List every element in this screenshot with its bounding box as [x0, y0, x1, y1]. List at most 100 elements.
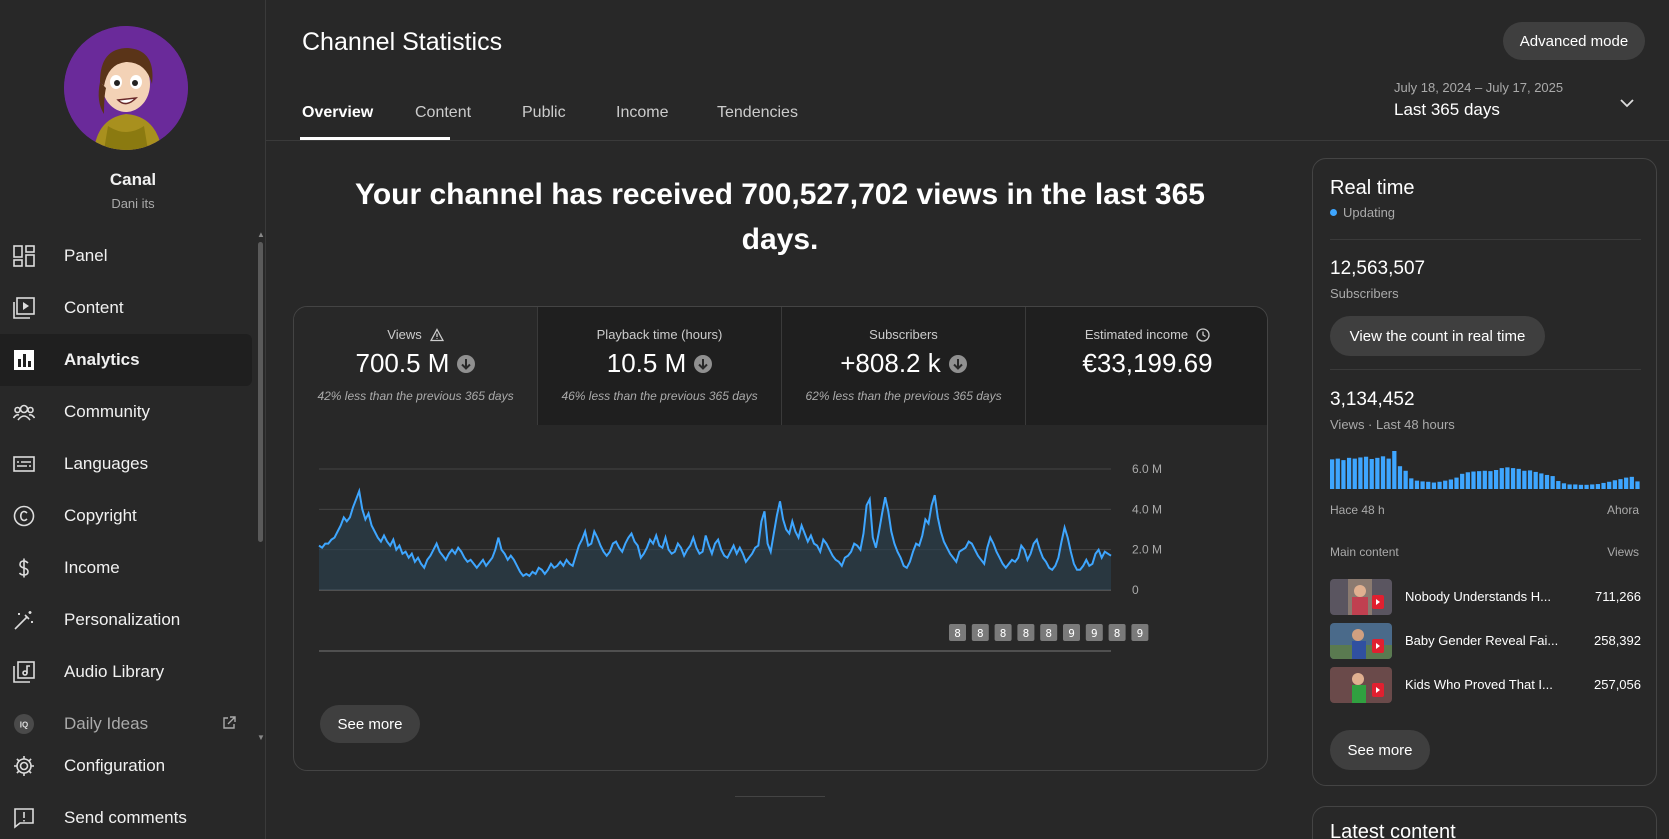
metric-value-row: 700.5 M — [294, 348, 537, 379]
scroll-up-arrow[interactable]: ▲ — [257, 230, 265, 239]
metric-label-row: Estimated income — [1026, 327, 1267, 342]
video-title: Nobody Understands H... — [1405, 589, 1551, 604]
realtime-bar — [1392, 451, 1397, 489]
realtime-bar — [1448, 479, 1453, 489]
tab-tendencies[interactable]: Tendencies — [717, 104, 798, 121]
view-realtime-count-button[interactable]: View the count in real time — [1330, 316, 1545, 356]
realtime-bar — [1403, 470, 1408, 489]
metric-subscribers[interactable]: Subscribers +808.2 k 62% less than the p… — [782, 307, 1025, 425]
video-marker-label: 8 — [1023, 627, 1030, 640]
sidebar-item-analytics[interactable]: Analytics — [0, 334, 252, 386]
advanced-mode-button[interactable]: Advanced mode — [1503, 22, 1645, 60]
views-series-line — [318, 487, 1112, 578]
subscriber-label: Subscribers — [1330, 286, 1399, 301]
sidebar: Canal Dani its Panel Content Analytics C… — [0, 0, 266, 839]
svg-text:IQ: IQ — [20, 721, 28, 730]
realtime-bar — [1590, 484, 1595, 489]
channel-handle: Dani its — [111, 196, 155, 211]
top-content-row[interactable]: Nobody Understands H... 711,266 — [1330, 579, 1641, 615]
realtime-bar — [1443, 480, 1448, 489]
video-title: Baby Gender Reveal Fai... — [1405, 633, 1559, 648]
realtime-bar — [1335, 458, 1340, 489]
sidebar-item-send-comments[interactable]: Send comments — [0, 792, 252, 839]
tab-overview[interactable]: Overview — [302, 104, 374, 121]
sidebar-item-audio-library[interactable]: Audio Library — [0, 646, 252, 698]
realtime-axis-start: Hace 48 h — [1330, 503, 1385, 517]
realtime-bar — [1358, 457, 1363, 489]
see-more-button[interactable]: See more — [320, 705, 420, 743]
metric-playback-time[interactable]: Playback time (hours) 10.5 M 46% less th… — [538, 307, 781, 425]
latest-content-card: Latest content — [1312, 806, 1657, 839]
tab-income[interactable]: Income — [616, 104, 669, 121]
scroll-down-arrow[interactable]: ▼ — [257, 733, 265, 742]
metric-label: Playback time (hours) — [596, 327, 723, 342]
realtime-bar — [1471, 471, 1476, 489]
realtime-bar — [1420, 481, 1425, 489]
latest-content-title: Latest content — [1330, 821, 1456, 839]
sidebar-item-personalization[interactable]: Personalization — [0, 594, 252, 646]
channel-avatar[interactable] — [64, 26, 188, 150]
video-marker-label: 9 — [1091, 627, 1098, 640]
metric-note: 42% less than the previous 365 days — [317, 389, 514, 403]
views-chart[interactable]: 6.0 M4.0 M2.0 M088888998918 jul 202417 s… — [294, 425, 1268, 655]
sidebar-scrollbar[interactable] — [258, 242, 263, 542]
sidebar-item-languages[interactable]: Languages — [0, 438, 252, 490]
video-marker-label: 8 — [977, 627, 984, 640]
realtime-bar — [1527, 470, 1533, 489]
video-views: 711,266 — [1594, 589, 1641, 604]
video-marker-label: 9 — [1137, 627, 1144, 640]
feedback-icon — [14, 808, 34, 829]
realtime-status: Updating — [1330, 205, 1395, 220]
views-column-header: Views — [1607, 545, 1639, 559]
views-48h-count: 3,134,452 — [1330, 389, 1415, 410]
clock-icon[interactable] — [1196, 327, 1210, 342]
overview-card: Views 700.5 M 42% less than the previous… — [293, 306, 1268, 771]
realtime-bar — [1601, 482, 1606, 489]
music-library-icon — [13, 661, 35, 683]
thumbnail-image — [1330, 579, 1392, 615]
metric-views[interactable]: Views 700.5 M 42% less than the previous… — [294, 307, 537, 425]
sidebar-item-configuration[interactable]: Configuration — [0, 740, 252, 792]
metric-value-row: €33,199.69 — [1026, 348, 1267, 379]
warning-icon[interactable] — [429, 327, 444, 342]
realtime-bar — [1454, 477, 1459, 489]
video-thumbnail — [1330, 623, 1392, 659]
date-range-label: Last 365 days — [1394, 100, 1500, 119]
realtime-bar — [1346, 457, 1352, 489]
top-content-row[interactable]: Kids Who Proved That I... 257,056 — [1330, 667, 1641, 703]
live-dot-icon — [1330, 209, 1337, 216]
realtime-see-more-button[interactable]: See more — [1330, 730, 1430, 770]
sidebar-item-copyright[interactable]: Copyright — [0, 490, 252, 542]
realtime-title: Real time — [1330, 177, 1415, 199]
realtime-bar — [1550, 476, 1555, 489]
tab-content[interactable]: Content — [415, 104, 472, 121]
sidebar-item-label: Community — [64, 402, 150, 421]
video-thumbnail — [1330, 579, 1392, 615]
y-tick-label: 6.0 M — [1132, 462, 1162, 476]
realtime-bar — [1380, 456, 1386, 489]
metric-note: 62% less than the previous 365 days — [805, 389, 1002, 403]
metric-estimated-income[interactable]: Estimated income €33,199.69 — [1026, 307, 1267, 425]
sidebar-item-label: Analytics — [64, 350, 140, 369]
sidebar-item-income[interactable]: Income — [0, 542, 252, 594]
realtime-bar — [1595, 484, 1601, 489]
realtime-bar — [1369, 458, 1374, 489]
realtime-bar — [1612, 480, 1617, 489]
tab-public[interactable]: Public — [522, 104, 566, 121]
copyright-icon — [13, 505, 35, 527]
sidebar-item-panel[interactable]: Panel — [0, 230, 252, 282]
sidebar-item-community[interactable]: Community — [0, 386, 252, 438]
sidebar-item-daily-ideas[interactable]: IQ Daily Ideas — [0, 698, 252, 750]
video-marker — [1085, 624, 1103, 641]
top-content-row[interactable]: Baby Gender Reveal Fai... 258,392 — [1330, 623, 1641, 659]
sidebar-item-content[interactable]: Content — [0, 282, 252, 334]
community-icon — [13, 404, 35, 421]
realtime-bar — [1539, 473, 1544, 489]
avatar-illustration — [64, 26, 188, 150]
video-marker — [1131, 624, 1149, 641]
realtime-bar-chart[interactable] — [1330, 449, 1641, 489]
sidebar-item-label: Send comments — [64, 808, 187, 827]
date-range-selector[interactable]: July 18, 2024 – July 17, 2025 Last 365 d… — [1394, 80, 1654, 124]
realtime-bar — [1510, 468, 1516, 489]
